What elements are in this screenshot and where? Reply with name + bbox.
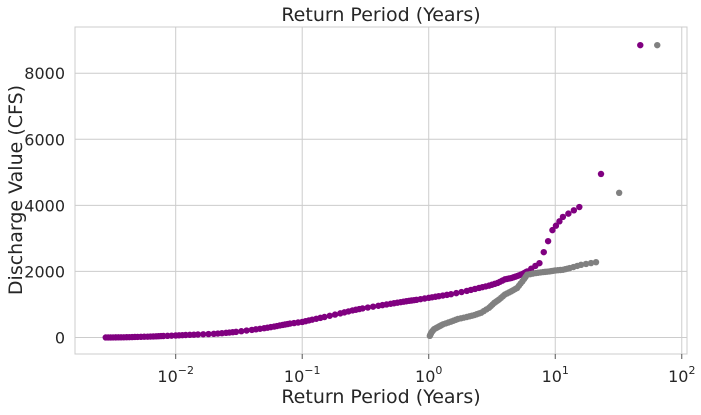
data-point — [549, 226, 556, 234]
data-point — [194, 331, 202, 338]
data-point — [597, 170, 605, 178]
x-tick-label: 10−1 — [284, 364, 321, 386]
data-point — [576, 203, 583, 211]
data-point — [326, 312, 333, 319]
data-point — [570, 207, 578, 214]
grid-lines — [75, 27, 687, 354]
data-point — [552, 222, 560, 229]
data-point — [447, 291, 455, 298]
data-point — [205, 330, 212, 338]
data-point — [565, 210, 572, 217]
data-point — [540, 248, 547, 256]
data-point — [637, 41, 644, 49]
data-point — [577, 261, 585, 269]
x-axis-ticks: 10−2 10−1 100 101 102 — [157, 354, 695, 386]
data-point — [369, 303, 377, 310]
data-point — [654, 41, 661, 49]
x-tick-label: 10−2 — [157, 364, 194, 386]
data-point — [232, 328, 240, 336]
data-point — [536, 259, 543, 267]
data-point — [364, 304, 372, 311]
data-point — [615, 189, 623, 197]
data-point — [544, 237, 552, 245]
data-point — [587, 259, 595, 267]
data-point — [238, 328, 245, 335]
y-tick-label: 0 — [55, 328, 65, 347]
y-tick-label: 6000 — [24, 130, 65, 149]
data-point — [592, 258, 600, 266]
x-tick-label: 101 — [542, 364, 569, 386]
y-axis-label: Discharge Value (CFS) — [5, 85, 27, 295]
y-tick-label: 4000 — [24, 196, 65, 215]
data-point — [200, 331, 207, 338]
chart-title: Return Period (Years) — [281, 4, 480, 26]
x-tick-label: 102 — [668, 364, 695, 386]
y-tick-label: 2000 — [24, 262, 65, 281]
data-point — [582, 260, 590, 268]
x-tick-label: 100 — [415, 364, 442, 386]
data-point — [243, 327, 250, 334]
data-point — [458, 288, 465, 296]
data-point — [359, 305, 366, 312]
data-point — [453, 289, 460, 297]
data-point — [559, 213, 567, 221]
data-point — [556, 218, 563, 225]
plot-area — [74, 26, 688, 355]
data-points — [102, 41, 661, 341]
y-tick-label: 8000 — [24, 64, 65, 83]
data-point — [321, 313, 328, 321]
y-axis-ticks: 0 2000 4000 6000 8000 — [24, 64, 65, 347]
x-axis-label: Return Period (Years) — [281, 386, 480, 408]
data-point — [331, 311, 339, 318]
